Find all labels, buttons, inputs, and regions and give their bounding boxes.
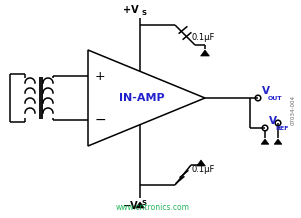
Text: REF: REF bbox=[275, 126, 288, 131]
Text: 0.1μF: 0.1μF bbox=[191, 34, 214, 43]
Polygon shape bbox=[135, 202, 144, 208]
Text: +: + bbox=[95, 70, 105, 83]
Polygon shape bbox=[197, 160, 205, 166]
Text: +V: +V bbox=[123, 5, 139, 15]
Text: −: − bbox=[94, 113, 106, 127]
Polygon shape bbox=[274, 139, 282, 144]
Text: IN-AMP: IN-AMP bbox=[119, 93, 164, 103]
Text: S: S bbox=[141, 10, 146, 16]
Text: V: V bbox=[269, 116, 277, 126]
Text: 07034-004: 07034-004 bbox=[290, 95, 296, 125]
Text: 0.1μF: 0.1μF bbox=[191, 165, 214, 174]
Text: −V: −V bbox=[123, 201, 139, 211]
Polygon shape bbox=[200, 50, 209, 56]
Polygon shape bbox=[261, 139, 269, 144]
Text: V: V bbox=[262, 86, 270, 96]
Text: S: S bbox=[141, 200, 146, 206]
Text: OUT: OUT bbox=[268, 97, 283, 102]
Text: www.cntronics.com: www.cntronics.com bbox=[116, 203, 190, 212]
